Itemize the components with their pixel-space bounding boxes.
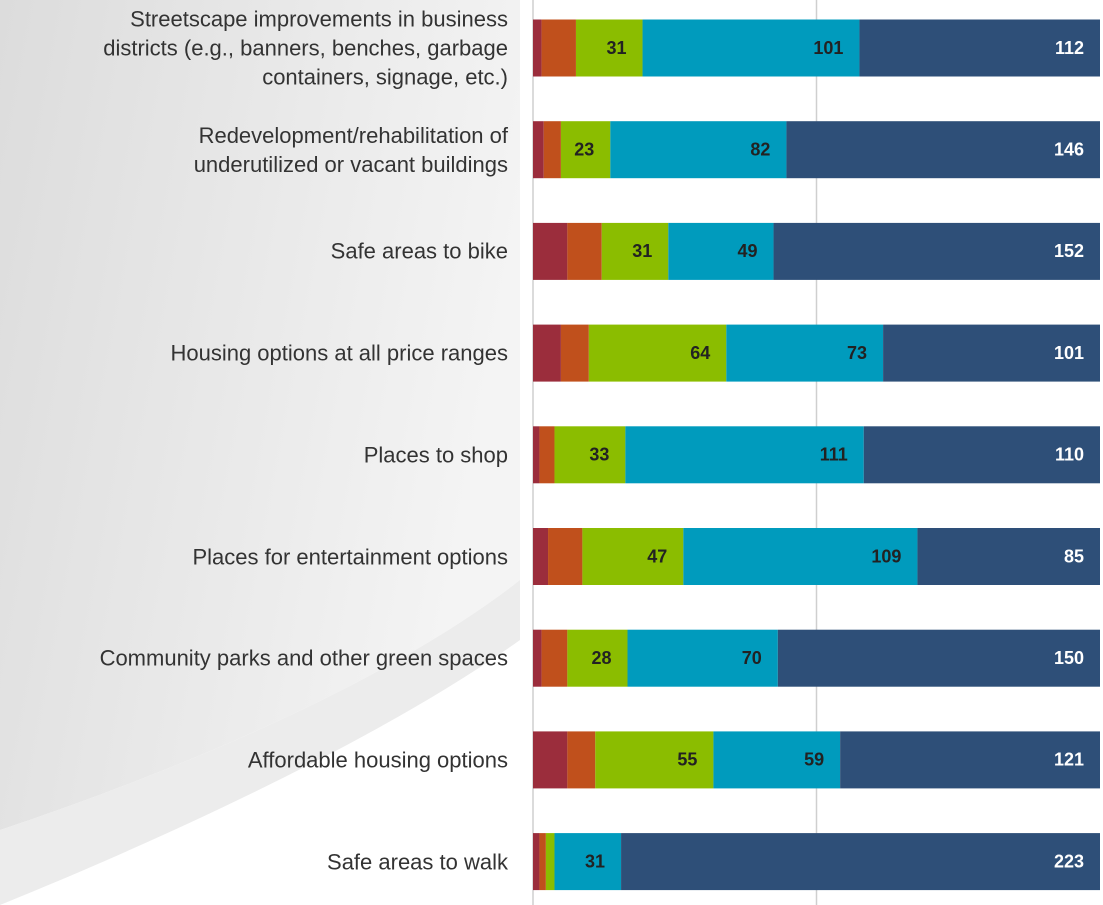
bar-segment <box>543 121 561 179</box>
bar-segment <box>533 731 568 789</box>
category-label: Places for entertainment options <box>192 544 508 569</box>
value-label: 101 <box>813 38 843 58</box>
value-label: 101 <box>1054 343 1084 363</box>
background-swoosh <box>0 0 520 830</box>
value-label: 111 <box>820 445 848 465</box>
value-label: 28 <box>591 648 611 668</box>
bar-segment <box>713 731 841 789</box>
bar-segment <box>539 833 546 891</box>
bar-segment <box>621 833 1100 891</box>
value-label: 112 <box>1055 38 1084 58</box>
category-label: Housing options at all price ranges <box>170 340 508 366</box>
bar-segment <box>533 121 544 179</box>
category-label: Safe areas to bike <box>330 238 508 264</box>
category-label: Community parks and other green spaces <box>99 645 508 671</box>
value-label: 73 <box>847 343 867 363</box>
bar-segment <box>554 426 626 484</box>
bar-segment <box>539 426 555 484</box>
value-label: 31 <box>632 241 652 261</box>
bar-segment <box>773 222 1100 280</box>
bar-segment <box>560 324 589 382</box>
bar-segment <box>883 324 1100 382</box>
bar-segment <box>859 19 1100 77</box>
value-label: 59 <box>804 750 824 770</box>
bar-segment <box>548 528 583 585</box>
bar-segment <box>533 629 542 687</box>
value-label: 47 <box>647 546 667 566</box>
value-label: 70 <box>742 648 762 668</box>
bar-segment <box>541 629 568 687</box>
bar-segment <box>786 121 1100 179</box>
bar-segment <box>610 121 787 179</box>
value-label: 49 <box>738 241 758 261</box>
bar-segment <box>533 833 540 891</box>
value-label: 31 <box>607 38 627 58</box>
value-label: 121 <box>1054 750 1084 770</box>
bar-segment <box>541 19 576 77</box>
value-label: 82 <box>750 139 770 159</box>
bar-segment <box>625 426 864 484</box>
category-label: Affordable housing options <box>247 747 508 773</box>
bar-segment <box>567 629 628 687</box>
value-label: 110 <box>1055 445 1084 465</box>
bar-segment <box>726 324 884 382</box>
bar-segment <box>627 629 778 687</box>
bar-segment <box>863 426 1100 484</box>
category-label: Safe areas to walk <box>327 849 508 875</box>
bar-segment <box>560 121 611 179</box>
value-label: 33 <box>589 445 609 465</box>
value-label: 23 <box>574 139 594 159</box>
category-label: Redevelopment/rehabilitation of underuti… <box>193 122 508 177</box>
bar-segment <box>777 629 1100 687</box>
bar-segment <box>582 528 684 585</box>
bar-segment <box>840 731 1100 789</box>
bar-segment <box>567 731 596 789</box>
bar-segment <box>554 833 622 891</box>
bar-segment <box>595 731 714 789</box>
bar-segment <box>545 833 555 891</box>
background-swoosh <box>0 580 520 905</box>
bar-segment <box>601 222 669 280</box>
bar-segment <box>533 426 540 484</box>
bar-segment <box>575 19 643 77</box>
bar-segment <box>588 324 727 382</box>
bar-segment <box>533 324 561 382</box>
bar-segment <box>533 222 568 280</box>
value-label: 85 <box>1064 546 1084 566</box>
bar-segment <box>917 528 1100 585</box>
value-label: 223 <box>1054 851 1084 871</box>
value-label: 55 <box>677 750 697 770</box>
bar-segment <box>683 528 918 585</box>
value-label: 109 <box>871 546 901 566</box>
value-label: 146 <box>1054 139 1084 159</box>
value-label: 64 <box>690 343 710 363</box>
bar-segment <box>642 19 860 77</box>
category-label: Places to shop <box>363 442 508 468</box>
value-label: 150 <box>1054 648 1084 668</box>
category-label: Streetscape improvements in business dis… <box>103 6 508 90</box>
bar-segment <box>668 222 774 280</box>
bar-segment <box>533 528 549 585</box>
value-label: 152 <box>1054 241 1084 261</box>
value-label: 31 <box>585 851 605 871</box>
bar-segment <box>533 19 542 77</box>
bar-segment <box>567 222 602 280</box>
